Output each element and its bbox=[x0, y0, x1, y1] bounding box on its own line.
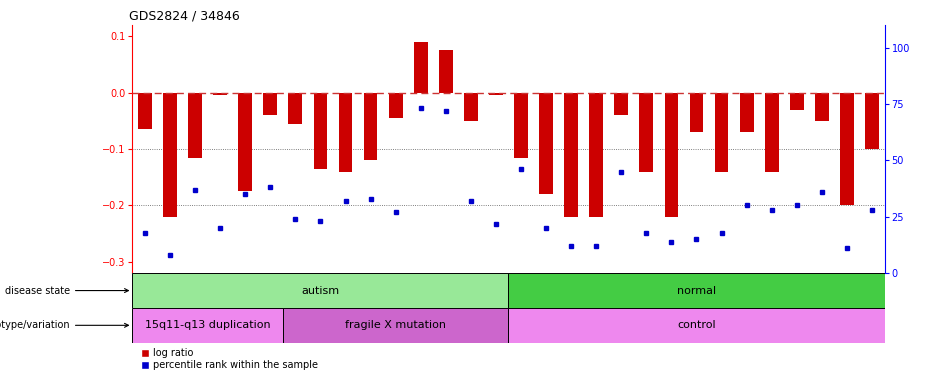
Bar bbox=[564, 93, 578, 217]
Bar bbox=[213, 93, 227, 96]
Bar bbox=[138, 93, 152, 129]
Text: 15q11-q13 duplication: 15q11-q13 duplication bbox=[145, 320, 271, 330]
Bar bbox=[389, 93, 403, 118]
Bar bbox=[132, 308, 283, 343]
Bar bbox=[238, 93, 253, 191]
Bar bbox=[313, 93, 327, 169]
Text: autism: autism bbox=[302, 286, 340, 296]
Bar bbox=[283, 308, 509, 343]
Bar bbox=[790, 93, 804, 109]
Bar bbox=[289, 93, 303, 124]
Bar bbox=[363, 93, 377, 161]
Bar bbox=[664, 93, 678, 217]
Bar bbox=[840, 93, 854, 205]
Bar bbox=[339, 93, 353, 172]
Text: genotype/variation: genotype/variation bbox=[0, 320, 129, 330]
Bar bbox=[539, 93, 553, 194]
Bar bbox=[514, 93, 528, 157]
Bar bbox=[132, 273, 509, 308]
Bar bbox=[614, 93, 628, 115]
Text: disease state: disease state bbox=[5, 286, 129, 296]
Text: GDS2824 / 34846: GDS2824 / 34846 bbox=[129, 9, 239, 22]
Bar bbox=[489, 93, 503, 96]
Bar bbox=[639, 93, 654, 172]
Bar bbox=[163, 93, 177, 217]
Bar bbox=[740, 93, 754, 132]
Bar bbox=[263, 93, 277, 115]
Legend: log ratio, percentile rank within the sample: log ratio, percentile rank within the sa… bbox=[137, 344, 322, 374]
Bar bbox=[714, 93, 728, 172]
Bar bbox=[589, 93, 604, 217]
Bar bbox=[865, 93, 879, 149]
Bar bbox=[509, 273, 885, 308]
Bar bbox=[439, 50, 453, 93]
Bar bbox=[764, 93, 779, 172]
Text: normal: normal bbox=[677, 286, 716, 296]
Bar bbox=[464, 93, 478, 121]
Bar bbox=[509, 308, 885, 343]
Text: control: control bbox=[677, 320, 716, 330]
Bar bbox=[815, 93, 829, 121]
Bar bbox=[413, 42, 428, 93]
Bar bbox=[188, 93, 202, 157]
Text: fragile X mutation: fragile X mutation bbox=[345, 320, 447, 330]
Bar bbox=[690, 93, 704, 132]
